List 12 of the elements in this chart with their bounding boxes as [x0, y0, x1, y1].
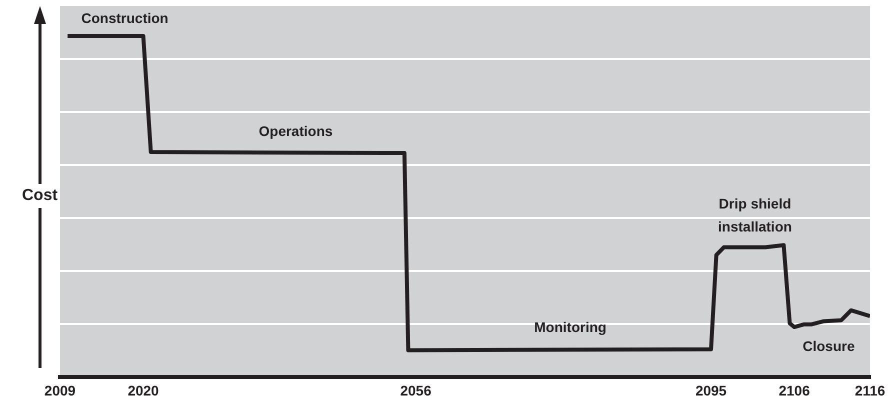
- text: Construction: [81, 10, 168, 26]
- annotation: Monitoring: [534, 319, 606, 336]
- annotation: Closure: [802, 338, 855, 354]
- x-tick-label: 2106: [778, 382, 810, 398]
- x-tick-label: 2020: [128, 382, 160, 398]
- annotation: Drip shield installation: [718, 195, 792, 234]
- x-tick-label: 2095: [695, 382, 727, 398]
- x-tick-label: 2056: [400, 382, 432, 398]
- y-axis-title: Cost: [20, 184, 60, 208]
- x-tick-label: 2009: [44, 382, 76, 398]
- x-tick-label: 2116: [854, 382, 886, 398]
- annotation: Operations: [258, 123, 333, 140]
